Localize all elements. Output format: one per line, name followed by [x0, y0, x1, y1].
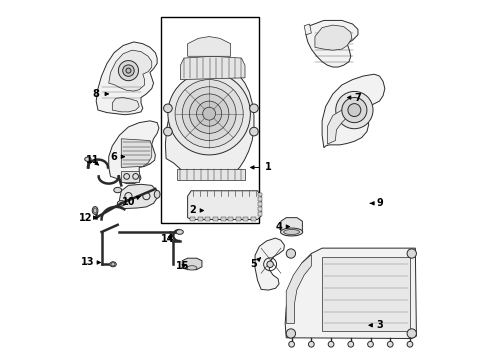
Circle shape	[407, 249, 416, 258]
Polygon shape	[285, 248, 416, 338]
Circle shape	[182, 87, 236, 140]
Polygon shape	[327, 110, 349, 144]
Ellipse shape	[110, 262, 116, 267]
Polygon shape	[255, 238, 285, 290]
Ellipse shape	[114, 187, 122, 193]
Text: 14: 14	[161, 234, 174, 244]
Polygon shape	[177, 169, 245, 180]
Polygon shape	[112, 98, 139, 112]
Circle shape	[328, 341, 334, 347]
Bar	[161, 17, 259, 223]
Polygon shape	[166, 66, 254, 179]
Circle shape	[190, 94, 229, 134]
Text: 10: 10	[122, 196, 141, 207]
Circle shape	[168, 72, 250, 155]
Polygon shape	[122, 139, 152, 167]
Circle shape	[164, 127, 172, 136]
Bar	[322, 257, 410, 330]
Ellipse shape	[154, 190, 160, 198]
Polygon shape	[180, 56, 245, 80]
Ellipse shape	[280, 228, 303, 236]
Polygon shape	[315, 25, 352, 50]
Text: 6: 6	[111, 152, 124, 162]
Ellipse shape	[284, 229, 299, 234]
Bar	[198, 217, 203, 221]
Circle shape	[348, 104, 361, 117]
Ellipse shape	[92, 207, 98, 215]
Ellipse shape	[93, 208, 97, 213]
Bar	[258, 198, 262, 201]
Polygon shape	[109, 50, 152, 91]
Polygon shape	[120, 184, 157, 209]
Circle shape	[175, 80, 243, 148]
Circle shape	[122, 65, 134, 76]
Circle shape	[342, 98, 367, 123]
Polygon shape	[304, 24, 311, 35]
Ellipse shape	[111, 263, 115, 266]
Polygon shape	[109, 121, 159, 184]
Bar	[190, 217, 195, 221]
Circle shape	[348, 341, 354, 347]
Circle shape	[286, 329, 295, 338]
Text: 11: 11	[86, 155, 99, 165]
Polygon shape	[306, 21, 358, 67]
Polygon shape	[322, 74, 385, 148]
Circle shape	[289, 341, 294, 347]
Text: 15: 15	[175, 261, 189, 271]
Bar	[213, 217, 218, 221]
Bar	[228, 217, 233, 221]
Circle shape	[336, 91, 373, 129]
Circle shape	[388, 341, 393, 347]
Circle shape	[407, 329, 416, 338]
Text: 13: 13	[80, 257, 100, 267]
Polygon shape	[188, 191, 261, 220]
Bar	[244, 217, 248, 221]
Text: 7: 7	[347, 93, 361, 103]
Text: 4: 4	[276, 222, 290, 231]
Text: 12: 12	[79, 213, 98, 222]
Ellipse shape	[117, 201, 125, 206]
Ellipse shape	[187, 266, 197, 270]
Circle shape	[250, 104, 258, 113]
Circle shape	[126, 68, 131, 73]
Circle shape	[250, 127, 258, 136]
Bar	[236, 217, 241, 221]
Text: 9: 9	[370, 198, 383, 208]
Bar	[258, 193, 262, 196]
Circle shape	[203, 107, 216, 120]
Text: 1: 1	[251, 162, 271, 172]
Text: 3: 3	[369, 320, 383, 330]
Circle shape	[164, 104, 172, 113]
Bar	[251, 217, 256, 221]
Polygon shape	[96, 42, 157, 115]
Polygon shape	[286, 255, 311, 323]
Text: 8: 8	[93, 89, 108, 99]
Circle shape	[267, 261, 273, 267]
Ellipse shape	[176, 230, 183, 234]
Polygon shape	[188, 37, 231, 56]
Bar	[258, 207, 262, 211]
Bar	[258, 202, 262, 206]
Circle shape	[407, 341, 413, 347]
Circle shape	[368, 341, 373, 347]
Ellipse shape	[85, 157, 91, 161]
Bar	[122, 171, 139, 182]
Polygon shape	[281, 218, 302, 235]
Bar	[258, 212, 262, 216]
Circle shape	[196, 101, 221, 126]
Circle shape	[286, 249, 295, 258]
Bar	[220, 217, 225, 221]
Text: 2: 2	[190, 206, 203, 216]
Text: 5: 5	[250, 258, 261, 269]
Circle shape	[119, 60, 139, 81]
Bar	[205, 217, 210, 221]
Polygon shape	[182, 258, 202, 270]
Circle shape	[309, 341, 314, 347]
